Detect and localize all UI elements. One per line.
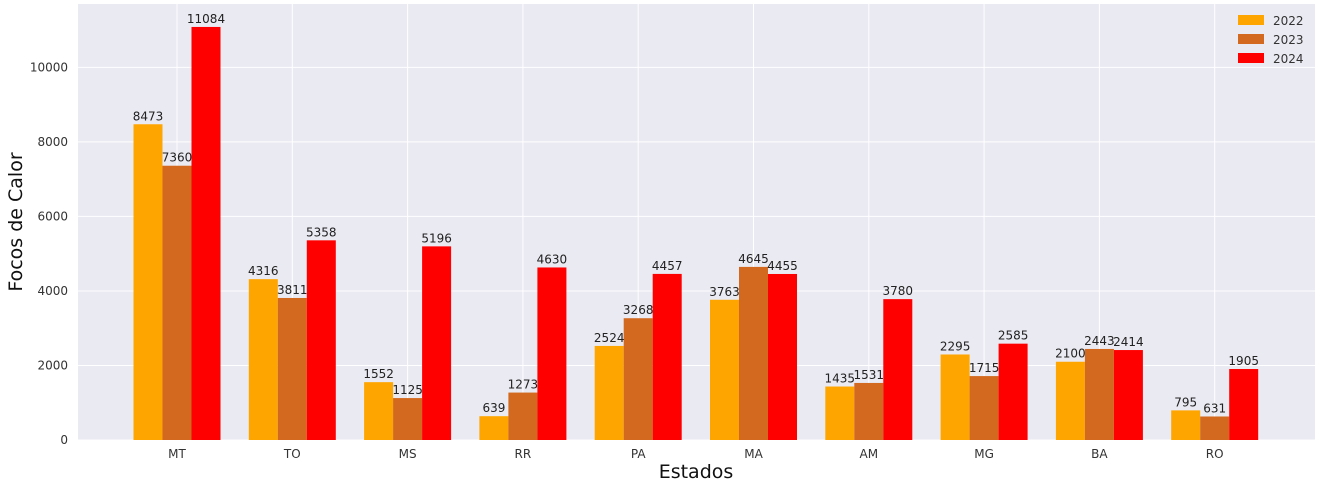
bars (133, 26, 1259, 441)
data-label: 1552 (363, 367, 394, 381)
bar-2022-TO (248, 279, 278, 440)
legend-swatch-2022 (1238, 15, 1264, 25)
bar-2022-RO (1171, 410, 1201, 440)
bar-2023-BA (1084, 348, 1114, 440)
data-label: 2443 (1084, 334, 1115, 348)
bar-2022-BA (1055, 361, 1085, 440)
x-tick-label: RR (515, 447, 532, 461)
data-label: 795 (1174, 395, 1197, 409)
bar-2022-MG (940, 354, 970, 440)
x-tick-label: RO (1206, 447, 1224, 461)
data-label: 4455 (767, 259, 798, 273)
data-label: 4316 (248, 264, 279, 278)
x-axis-ticks: MT TO MS RR PA MA AM MG BA RO (168, 447, 1223, 461)
legend-swatch-2024 (1238, 53, 1264, 63)
bar-2023-TO (277, 297, 307, 440)
x-tick-label: MT (168, 447, 186, 461)
bar-2024-PA (652, 273, 682, 440)
bar-2022-RR (479, 416, 509, 440)
bar-2022-AM (825, 386, 855, 440)
data-label: 8473 (133, 109, 164, 123)
x-tick-label: MA (744, 447, 763, 461)
x-tick-label: BA (1091, 447, 1108, 461)
data-label: 3763 (709, 285, 740, 299)
legend-swatch-2023 (1238, 34, 1264, 44)
bar-2024-RR (537, 267, 567, 440)
data-label: 2100 (1055, 347, 1086, 361)
y-tick-label: 2000 (37, 358, 68, 372)
bar-2023-MA (739, 266, 768, 440)
bar-2023-PA (623, 318, 653, 440)
data-label: 1435 (825, 372, 856, 386)
data-label: 3811 (277, 283, 308, 297)
y-tick-label: 0 (60, 433, 68, 447)
bar-2022-PA (594, 345, 624, 440)
data-label: 1273 (508, 378, 539, 392)
bar-2023-RR (508, 392, 538, 440)
legend-label: 2023 (1273, 33, 1304, 47)
y-tick-label: 10000 (30, 60, 68, 74)
x-axis-title: Estados (659, 461, 734, 483)
y-axis-ticks: 0 2000 4000 6000 8000 10000 (30, 60, 68, 447)
data-label: 4630 (537, 252, 568, 266)
x-tick-label: AM (860, 447, 879, 461)
bar-2024-TO (306, 240, 336, 440)
bar-2024-AM (883, 299, 913, 440)
data-label: 3268 (623, 303, 654, 317)
y-tick-label: 8000 (37, 135, 68, 149)
data-labels: 8473 7360 11084 4316 3811 5358 1552 1125 5196 639… (133, 12, 1259, 416)
x-tick-label: MG (974, 447, 994, 461)
data-label: 5196 (421, 231, 452, 245)
bar-2024-BA (1113, 350, 1143, 440)
data-label: 3780 (883, 284, 914, 298)
data-label: 631 (1203, 401, 1226, 415)
data-label: 639 (482, 401, 505, 415)
bar-2023-MT (162, 165, 192, 440)
data-label: 4457 (652, 259, 683, 273)
legend: 2022 2023 2024 (1238, 14, 1304, 66)
bar-2022-MA (710, 299, 739, 440)
data-label: 1125 (392, 383, 423, 397)
x-tick-label: PA (631, 447, 646, 461)
x-tick-label: MS (399, 447, 417, 461)
bar-2023-RO (1200, 416, 1230, 440)
data-label: 5358 (306, 225, 337, 239)
data-label: 11084 (187, 12, 225, 26)
bar-2022-MT (133, 124, 163, 440)
legend-label: 2024 (1273, 52, 1304, 66)
data-label: 1905 (1228, 354, 1259, 368)
bar-2023-MS (393, 398, 423, 440)
bar-2024-RO (1229, 369, 1259, 440)
bar-2023-AM (854, 382, 884, 440)
bar-2024-MG (998, 343, 1028, 440)
data-label: 2524 (594, 331, 625, 345)
data-label: 4645 (738, 252, 769, 266)
bar-2024-MT (191, 26, 221, 441)
bar-2022-MS (364, 382, 394, 440)
data-label: 2295 (940, 339, 971, 353)
x-tick-label: TO (283, 447, 301, 461)
data-label: 1715 (969, 361, 1000, 375)
bar-2023-MG (969, 376, 999, 440)
data-label: 2414 (1113, 335, 1144, 349)
y-axis-title: Focos de Calor (5, 152, 27, 291)
data-label: 7360 (162, 151, 193, 165)
y-tick-label: 6000 (37, 209, 68, 223)
data-label: 1531 (854, 368, 885, 382)
bar-2024-MA (768, 273, 797, 440)
data-label: 2585 (998, 329, 1029, 343)
legend-label: 2022 (1273, 14, 1304, 28)
bar-2024-MS (422, 246, 452, 440)
y-tick-label: 4000 (37, 284, 68, 298)
